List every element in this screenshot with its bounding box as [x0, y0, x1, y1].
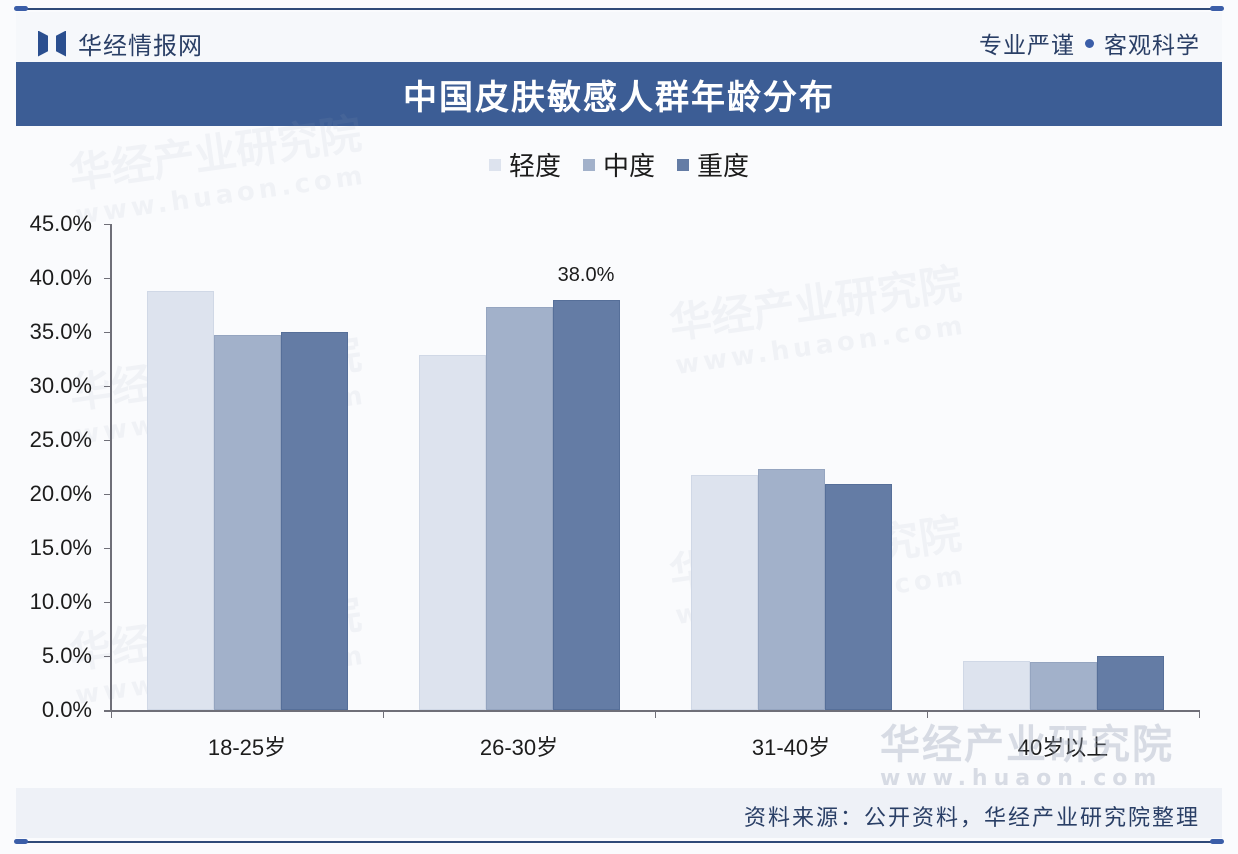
y-tick-label: 20.0% — [29, 481, 92, 506]
bar — [690, 474, 758, 710]
top-rule — [14, 6, 1224, 11]
x-tick — [111, 710, 112, 718]
y-tick — [104, 440, 111, 441]
y-tick-label: 40.0% — [29, 265, 92, 290]
y-tick-label: 35.0% — [29, 319, 92, 344]
bar — [418, 354, 486, 710]
chart-legend: 轻度 中度 重度 — [0, 146, 1238, 183]
x-category-label: 18-25岁 — [207, 735, 287, 760]
x-axis — [104, 710, 1200, 712]
y-tick — [104, 386, 111, 387]
title-bar: 中国皮肤敏感人群年龄分布 — [16, 62, 1222, 126]
slogan: 专业严谨 客观科学 — [979, 26, 1200, 60]
y-tick-label: 0.0% — [41, 697, 92, 722]
source-bar: 资料来源：公开资料，华经产业研究院整理 — [16, 788, 1222, 838]
legend-item-severe: 重度 — [677, 146, 749, 183]
bullet-dot-icon — [1085, 38, 1094, 48]
y-axis — [110, 224, 112, 711]
bar — [280, 332, 348, 710]
y-tick — [104, 494, 111, 495]
y-tick-label: 30.0% — [29, 373, 92, 398]
bar — [824, 484, 892, 710]
bar — [146, 290, 214, 710]
slogan-left: 专业严谨 — [979, 33, 1075, 59]
legend-item-moderate: 中度 — [582, 146, 655, 183]
bar — [213, 335, 281, 710]
huajing-logo-icon — [38, 30, 66, 57]
y-tick — [104, 332, 111, 333]
legend-swatch-icon — [677, 158, 689, 171]
logo-text: 华经情报网 — [78, 32, 203, 60]
slogan-right: 客观科学 — [1104, 33, 1200, 59]
y-tick-label: 25.0% — [29, 427, 92, 452]
x-category-label: 31-40岁 — [751, 735, 831, 760]
legend-swatch-icon — [488, 158, 501, 171]
data-label: 38.0% — [557, 263, 615, 286]
legend-item-mild: 轻度 — [488, 146, 561, 183]
header: 华经情报网 专业严谨 客观科学 — [16, 12, 1222, 62]
bar — [1096, 656, 1164, 710]
bar — [962, 661, 1030, 710]
y-tick — [104, 224, 111, 225]
source-text: 资料来源：公开资料，华经产业研究院整理 — [743, 806, 1200, 831]
x-tick — [927, 710, 928, 718]
watermark-brand: 华经产业研究院 www.huaon.com — [880, 722, 1174, 791]
y-tick-label: 5.0% — [41, 643, 92, 668]
bar — [1029, 662, 1097, 710]
bar — [485, 307, 553, 710]
y-tick-label: 10.0% — [29, 589, 92, 614]
bottom-rule — [14, 839, 1224, 844]
x-tick — [1199, 710, 1200, 718]
x-category-label: 40岁以上 — [1017, 735, 1109, 760]
y-tick-label: 45.0% — [29, 211, 92, 236]
y-tick — [104, 548, 111, 549]
bar — [552, 299, 620, 710]
logo: 华经情报网 — [38, 26, 203, 61]
chart-title: 中国皮肤敏感人群年龄分布 — [403, 77, 835, 118]
y-tick-label: 15.0% — [29, 535, 92, 560]
legend-swatch-icon — [582, 158, 595, 171]
x-category-label: 26-30岁 — [479, 735, 559, 760]
x-tick — [383, 710, 384, 718]
y-tick — [104, 710, 111, 711]
y-tick — [104, 278, 111, 279]
bar — [757, 469, 825, 710]
y-tick — [104, 602, 111, 603]
y-tick — [104, 656, 111, 657]
x-tick — [655, 710, 656, 718]
